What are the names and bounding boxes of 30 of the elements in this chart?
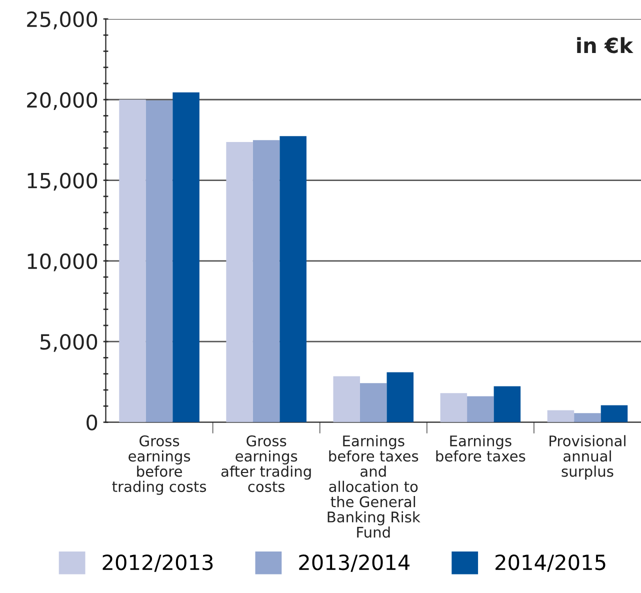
bar bbox=[360, 383, 387, 422]
bar bbox=[280, 136, 306, 422]
y-tick-label: 0 bbox=[86, 414, 98, 430]
bar bbox=[440, 393, 468, 422]
legend-label: 2012/2013 bbox=[102, 554, 213, 572]
bar bbox=[547, 410, 574, 422]
x-tick-label: Gross earnings before trading costs bbox=[112, 435, 206, 495]
bar bbox=[252, 140, 280, 422]
bar bbox=[146, 100, 173, 422]
bar bbox=[386, 372, 414, 422]
legend-label: 2013/2014 bbox=[299, 554, 410, 572]
bar bbox=[494, 386, 521, 422]
y-tick-label: 25,000 bbox=[27, 11, 98, 30]
y-tick-label: 10,000 bbox=[28, 253, 98, 272]
bar bbox=[333, 376, 360, 422]
annotation: in €k bbox=[577, 37, 634, 54]
bar bbox=[574, 413, 601, 422]
legend-label: 2014/2015 bbox=[496, 554, 606, 572]
bar bbox=[600, 405, 628, 422]
x-tick-label: Earnings before taxes and allocation to the General Banking Risk Fund bbox=[328, 435, 420, 538]
y-tick-label: 15,000 bbox=[28, 172, 98, 191]
bar bbox=[226, 142, 253, 422]
x-tick-label: Earnings before taxes bbox=[436, 435, 526, 462]
x-tick-label: Gross earnings after trading costs bbox=[221, 435, 311, 492]
x-tick-label: Provisional annual surplus bbox=[550, 435, 626, 480]
bar bbox=[172, 92, 200, 422]
y-tick-label: 5,000 bbox=[40, 334, 98, 352]
y-tick-label: 20,000 bbox=[27, 92, 98, 110]
bar bbox=[467, 396, 494, 422]
bar bbox=[119, 100, 146, 422]
